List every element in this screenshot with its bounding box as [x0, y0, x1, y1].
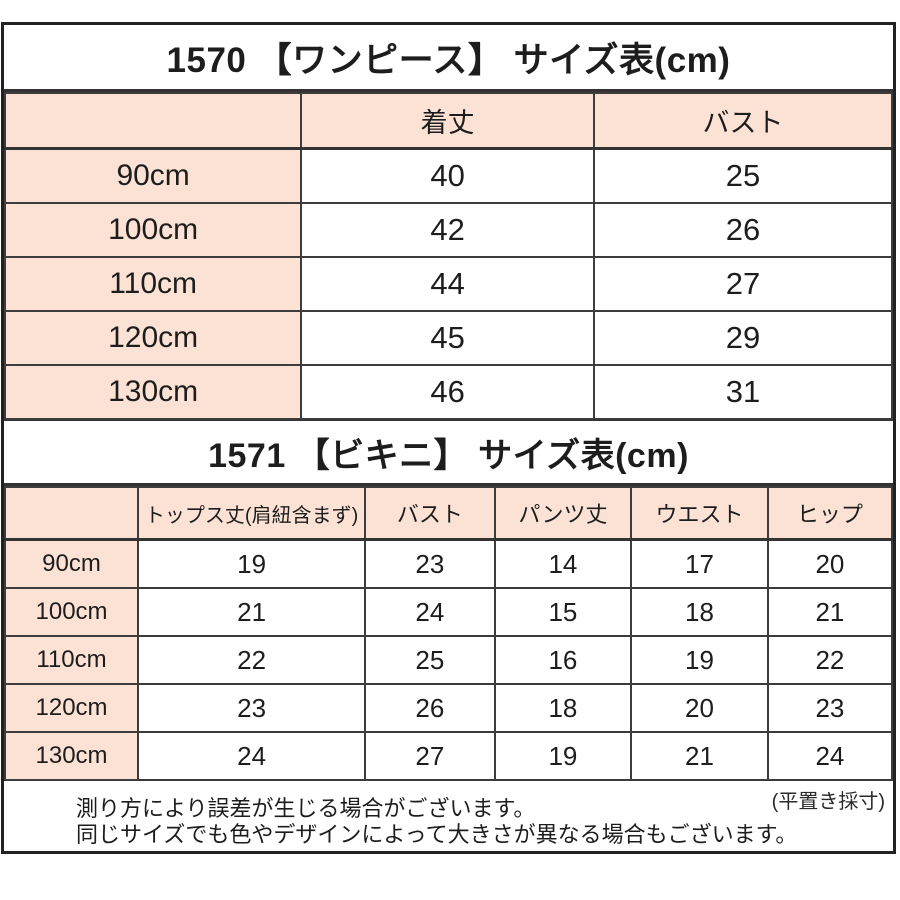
bikini-table-title: 1571 【ビキニ】 サイズ表(cm) [4, 420, 893, 486]
column-header-hip: ヒップ [766, 486, 894, 541]
value-cell: 21 [630, 731, 769, 781]
column-header-bust: バスト [592, 92, 894, 150]
value-cell: 20 [630, 683, 769, 733]
value-cell: 45 [300, 310, 595, 366]
table-row: 110cm 22 25 16 19 22 [3, 635, 894, 685]
disclaimer-line-2: 同じサイズでも色やデザインによって大きさが異なる場合もございます。 [76, 822, 798, 847]
onepiece-size-table: 着丈 バスト 90cm 40 25 100cm 42 26 110cm 44 2… [3, 92, 894, 420]
value-cell: 20 [766, 538, 894, 589]
value-cell: 19 [137, 538, 367, 589]
row-label: 100cm [3, 587, 140, 637]
value-cell: 19 [493, 731, 633, 781]
value-cell: 26 [592, 202, 894, 258]
footer-notes: (平置き採寸) 測り方により誤差が生じる場合がございます。 同じサイズでも色やデ… [4, 781, 893, 851]
row-label: 110cm [3, 635, 140, 685]
value-cell: 23 [364, 538, 496, 589]
table-row: 130cm 46 31 [3, 364, 894, 420]
value-cell: 18 [493, 683, 633, 733]
value-cell: 21 [137, 587, 367, 637]
onepiece-header-row: 着丈 バスト [3, 92, 894, 150]
value-cell: 42 [300, 202, 595, 258]
table-row: 120cm 23 26 18 20 23 [3, 683, 894, 733]
disclaimer-line-1: 測り方により誤差が生じる場合がございます。 [76, 796, 536, 821]
column-header-tops-length: トップス丈(肩紐含まず) [137, 486, 367, 541]
row-label: 110cm [3, 256, 303, 312]
value-cell: 29 [592, 310, 894, 366]
value-cell: 23 [137, 683, 367, 733]
column-header-waist: ウエスト [630, 486, 769, 541]
value-cell: 25 [364, 635, 496, 685]
value-cell: 24 [364, 587, 496, 637]
table-row: 120cm 45 29 [3, 310, 894, 366]
value-cell: 18 [630, 587, 769, 637]
row-label: 100cm [3, 202, 303, 258]
value-cell: 26 [364, 683, 496, 733]
value-cell: 24 [766, 731, 894, 781]
table-row: 90cm 40 25 [3, 147, 894, 204]
value-cell: 22 [137, 635, 367, 685]
column-header-pants-length: パンツ丈 [493, 486, 633, 541]
onepiece-table-title: 1570 【ワンピース】 サイズ表(cm) [4, 25, 893, 92]
row-label: 120cm [3, 683, 140, 733]
size-chart-sheet: 1570 【ワンピース】 サイズ表(cm) 着丈 バスト 90cm 40 25 … [1, 22, 896, 854]
table-row: 100cm 42 26 [3, 202, 894, 258]
value-cell: 44 [300, 256, 595, 312]
table-row: 130cm 24 27 19 21 24 [3, 731, 894, 781]
bikini-header-row: トップス丈(肩紐含まず) バスト パンツ丈 ウエスト ヒップ [3, 486, 894, 541]
value-cell: 31 [592, 364, 894, 420]
value-cell: 15 [493, 587, 633, 637]
value-cell: 27 [364, 731, 496, 781]
value-cell: 16 [493, 635, 633, 685]
flat-measurement-note: (平置き採寸) [771, 791, 885, 813]
row-label: 130cm [3, 364, 303, 420]
table-row: 110cm 44 27 [3, 256, 894, 312]
value-cell: 40 [300, 147, 595, 204]
row-label: 120cm [3, 310, 303, 366]
row-label: 130cm [3, 731, 140, 781]
row-label: 90cm [3, 538, 140, 589]
corner-cell [3, 486, 140, 541]
value-cell: 22 [766, 635, 894, 685]
value-cell: 17 [630, 538, 769, 589]
column-header-kitake: 着丈 [300, 92, 595, 150]
value-cell: 25 [592, 147, 894, 204]
value-cell: 21 [766, 587, 894, 637]
value-cell: 19 [630, 635, 769, 685]
row-label: 90cm [3, 147, 303, 204]
corner-cell [3, 92, 303, 150]
value-cell: 46 [300, 364, 595, 420]
table-row: 100cm 21 24 15 18 21 [3, 587, 894, 637]
value-cell: 24 [137, 731, 367, 781]
value-cell: 14 [493, 538, 633, 589]
value-cell: 23 [766, 683, 894, 733]
column-header-bust: バスト [364, 486, 496, 541]
bikini-size-table: トップス丈(肩紐含まず) バスト パンツ丈 ウエスト ヒップ 90cm 19 2… [3, 486, 894, 781]
value-cell: 27 [592, 256, 894, 312]
table-row: 90cm 19 23 14 17 20 [3, 538, 894, 589]
